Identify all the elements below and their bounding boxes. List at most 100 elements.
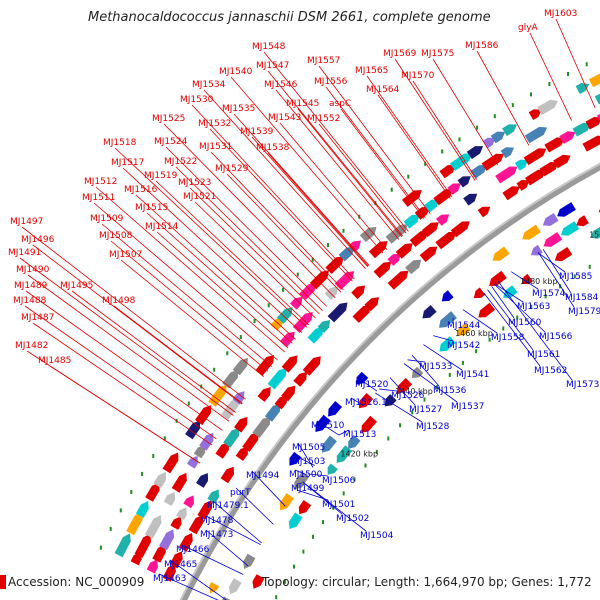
reverse-gene (279, 493, 294, 511)
reverse-gene (439, 311, 457, 328)
kbp-tick-label: 1440 kbp (395, 387, 433, 396)
forward-gene (419, 246, 438, 262)
forward-gene (257, 387, 271, 402)
legend-swatch (0, 575, 6, 589)
reverse-gene-label: purT (230, 488, 251, 498)
reverse-leader-line (497, 281, 573, 381)
forward-gene (502, 124, 517, 137)
forward-gene-label: MJ1546 (264, 80, 298, 90)
tick-mark (213, 367, 216, 372)
reverse-leader-line (407, 359, 426, 363)
forward-gene-label: MJ1507 (109, 250, 142, 260)
reverse-leader-line (510, 271, 539, 290)
forward-gene (364, 297, 379, 312)
reverse-gene-label: MJ1541 (456, 370, 489, 380)
tick-mark (407, 174, 410, 179)
reverse-gene-label: MJ1561 (527, 350, 560, 360)
forward-gene (525, 169, 546, 186)
forward-gene (373, 261, 392, 279)
forward-gene (405, 259, 422, 275)
forward-gene (348, 240, 361, 253)
reverse-gene (322, 435, 337, 453)
forward-gene-label: MJ1540 (219, 67, 253, 77)
forward-gene-label: MJ1490 (16, 265, 50, 275)
forward-gene (463, 193, 478, 206)
tick-mark (399, 423, 402, 428)
reverse-gene (222, 596, 231, 600)
reverse-leader-line (494, 283, 524, 303)
forward-gene (582, 135, 600, 152)
reverse-leader-line (316, 420, 340, 436)
reverse-gene-label: MJ1528 (416, 422, 450, 432)
tick-mark (119, 508, 122, 513)
forward-gene (292, 312, 313, 333)
reverse-leader-line (308, 473, 329, 477)
forward-gene-label: MJ1575 (421, 49, 454, 59)
forward-gene (145, 482, 160, 502)
forward-gene (528, 109, 542, 120)
tick-mark (423, 397, 426, 402)
reverse-gene-label: MJ1479.1 (207, 501, 249, 511)
forward-leader-line (155, 180, 310, 326)
reverse-gene-label: MJ1503 (292, 457, 325, 467)
forward-leader-line (19, 257, 234, 416)
reverse-gene (328, 401, 343, 417)
forward-gene (596, 113, 600, 122)
reverse-gene (348, 435, 361, 449)
tick-mark (226, 351, 229, 356)
tick-mark (458, 137, 461, 142)
forward-gene (317, 320, 331, 333)
forward-gene (232, 391, 245, 405)
forward-gene-label: MJ1498 (102, 296, 136, 306)
forward-gene (368, 241, 388, 259)
forward-gene (169, 551, 183, 569)
reverse-leader-line (169, 559, 227, 600)
forward-leader-line (146, 212, 293, 344)
reverse-gene (228, 578, 242, 595)
reverse-gene (554, 247, 573, 262)
forward-gene (539, 161, 559, 177)
forward-gene (207, 489, 219, 504)
forward-gene-label: MJ1521 (183, 192, 216, 202)
reverse-leader-line (212, 500, 262, 544)
forward-gene (197, 500, 213, 520)
forward-leader-line (49, 365, 201, 464)
tick-mark (461, 360, 464, 365)
tick-mark (99, 545, 102, 550)
tick-mark (296, 272, 299, 277)
reverse-gene-label: MJ1513 (343, 430, 376, 440)
reverse-gene-label: MJ1542 (447, 341, 480, 351)
forward-gene (559, 131, 576, 144)
reverse-gene (521, 273, 533, 285)
forward-gene (232, 357, 248, 376)
tick-mark (200, 384, 203, 389)
reverse-gene (492, 246, 510, 261)
forward-gene (324, 286, 339, 300)
forward-gene (490, 131, 506, 144)
tick-mark (364, 463, 367, 468)
reverse-leader-line (296, 482, 302, 485)
forward-gene (481, 153, 504, 171)
reverse-gene-label: MJ1499 (291, 484, 325, 494)
forward-gene-label: MJ1512 (84, 177, 117, 187)
forward-gene (221, 398, 239, 420)
tick-mark (530, 304, 533, 309)
forward-gene-label: MJ1564 (366, 85, 400, 95)
forward-gene-label: MJ1535 (222, 104, 255, 114)
forward-gene (146, 559, 159, 574)
forward-gene (449, 153, 472, 171)
forward-gene (187, 455, 198, 469)
reverse-gene-label: MJ1536 (433, 386, 467, 396)
forward-gene (134, 533, 152, 558)
forward-leader-line (233, 113, 370, 266)
forward-gene (325, 256, 344, 274)
reverse-leader-line (338, 429, 350, 436)
reverse-gene (422, 305, 437, 319)
forward-gene-label: MJ1485 (38, 356, 71, 366)
reverse-leader-line (537, 252, 575, 308)
reverse-gene-label: MJ1478 (200, 516, 234, 526)
forward-gene (135, 501, 149, 518)
forward-gene-label: MJ1524 (154, 137, 188, 147)
forward-gene-label: MJ1556 (314, 77, 348, 87)
